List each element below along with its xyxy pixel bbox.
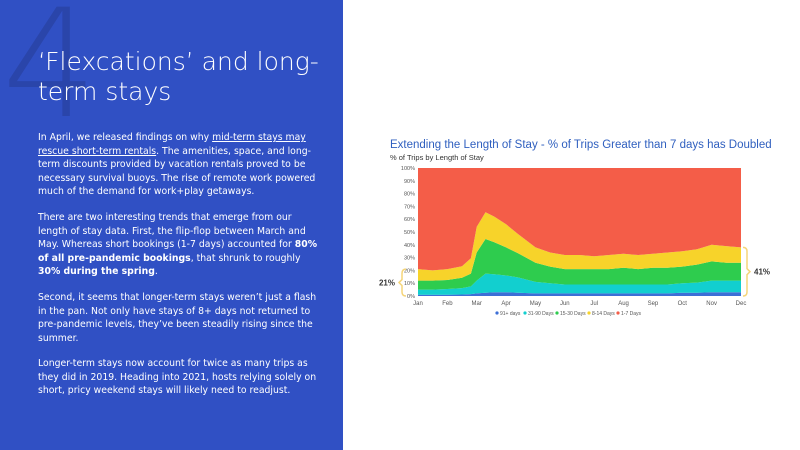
- y-tick-label: 50%: [404, 230, 415, 236]
- x-tick-label: Dec: [736, 301, 747, 307]
- legend-swatch: [555, 311, 559, 315]
- text-panel: 4 ‘Flexcations’ and long-term stays In A…: [0, 0, 343, 450]
- x-tick-label: Sep: [648, 301, 659, 307]
- area-series-3: [418, 212, 741, 281]
- area-series-0: [418, 292, 741, 296]
- x-tick-label: Jan: [413, 301, 423, 307]
- legend-label: 91+ days: [500, 311, 521, 317]
- x-tick-label: Nov: [706, 301, 717, 307]
- paragraph-4: Longer-term stays now account for twice …: [38, 358, 317, 397]
- area-series-1: [418, 273, 741, 295]
- slide-title: ‘Flexcations’ and long-term stays: [38, 47, 319, 106]
- right-annotation-label: 41%: [754, 268, 770, 277]
- left-annotation-label: 21%: [379, 279, 395, 288]
- mid-term-stays-link[interactable]: mid-term stays may rescue short-term ren…: [38, 132, 306, 157]
- paragraph-2-highlight-2: 30% during the spring: [38, 266, 155, 278]
- chart-title: Extending the Length of Stay - % of Trip…: [390, 139, 772, 151]
- chart-subtitle: % of Trips by Length of Stay: [390, 153, 484, 162]
- y-tick-label: 20%: [404, 268, 415, 274]
- chart-legend: 91+ days 31-90 Days 15-30 Days 8-14 Days 1-7…: [495, 311, 642, 317]
- chart-annotations: 21% 41%: [379, 246, 770, 297]
- x-tick-label: Jun: [560, 301, 570, 307]
- y-tick-label: 10%: [404, 281, 415, 287]
- x-tick-label: Oct: [678, 301, 688, 307]
- y-tick-label: 30%: [404, 256, 415, 262]
- y-tick-label: 60%: [404, 217, 415, 223]
- chart-areas: [418, 168, 741, 296]
- x-axis: Jan Feb Mar Apr May Jun Jul Aug Sep Oct Nov Dec: [413, 301, 746, 307]
- y-tick-label: 40%: [404, 243, 415, 249]
- legend-swatch: [587, 311, 591, 315]
- left-bracket: [397, 268, 407, 297]
- slide-number: 4: [2, 0, 98, 152]
- area-series-2: [418, 239, 741, 290]
- x-tick-label: May: [530, 301, 541, 307]
- paragraph-1-text-end: . The amenities, space, and long-term di…: [38, 145, 316, 198]
- x-tick-label: Aug: [618, 301, 629, 307]
- paragraph-2-text-end: .: [154, 266, 158, 278]
- paragraph-2-highlight-1: 80% of all pre-pandemic bookings: [38, 239, 318, 264]
- paragraph-2: There are two interesting trends that em…: [38, 211, 318, 279]
- y-tick-label: 100%: [401, 166, 415, 172]
- y-axis: 0% 10% 20% 30% 40% 50% 60% 70% 80% 90% 100%: [401, 166, 415, 300]
- paragraph-2-text-mid: , that shrunk to roughly: [190, 252, 301, 264]
- paragraph-2-text: There are two interesting trends that em…: [38, 212, 306, 251]
- area-series-4: [418, 168, 741, 271]
- paragraph-1: In April, we released findings on why mi…: [38, 131, 318, 199]
- x-tick-label: Apr: [501, 301, 510, 307]
- x-tick-label: Feb: [442, 301, 453, 307]
- legend-label: 31-90 Days: [528, 311, 554, 317]
- x-tick-label: Mar: [472, 301, 482, 307]
- paragraph-1-text: In April, we released findings on why: [38, 132, 213, 143]
- legend-label: 1-7 Days: [621, 311, 642, 317]
- legend-label: 8-14 Days: [592, 311, 615, 317]
- x-tick-label: Jul: [590, 301, 598, 307]
- legend-label: 15-30 Days: [560, 311, 586, 317]
- y-tick-label: 0%: [407, 294, 415, 300]
- y-tick-label: 90%: [404, 179, 415, 185]
- legend-swatch: [495, 311, 499, 315]
- legend-swatch: [523, 311, 527, 315]
- right-bracket: [742, 246, 752, 297]
- paragraph-3: Second, it seems that longer-term stays …: [38, 292, 317, 344]
- y-tick-label: 70%: [404, 204, 415, 210]
- y-tick-label: 80%: [404, 192, 415, 198]
- legend-swatch: [616, 311, 620, 315]
